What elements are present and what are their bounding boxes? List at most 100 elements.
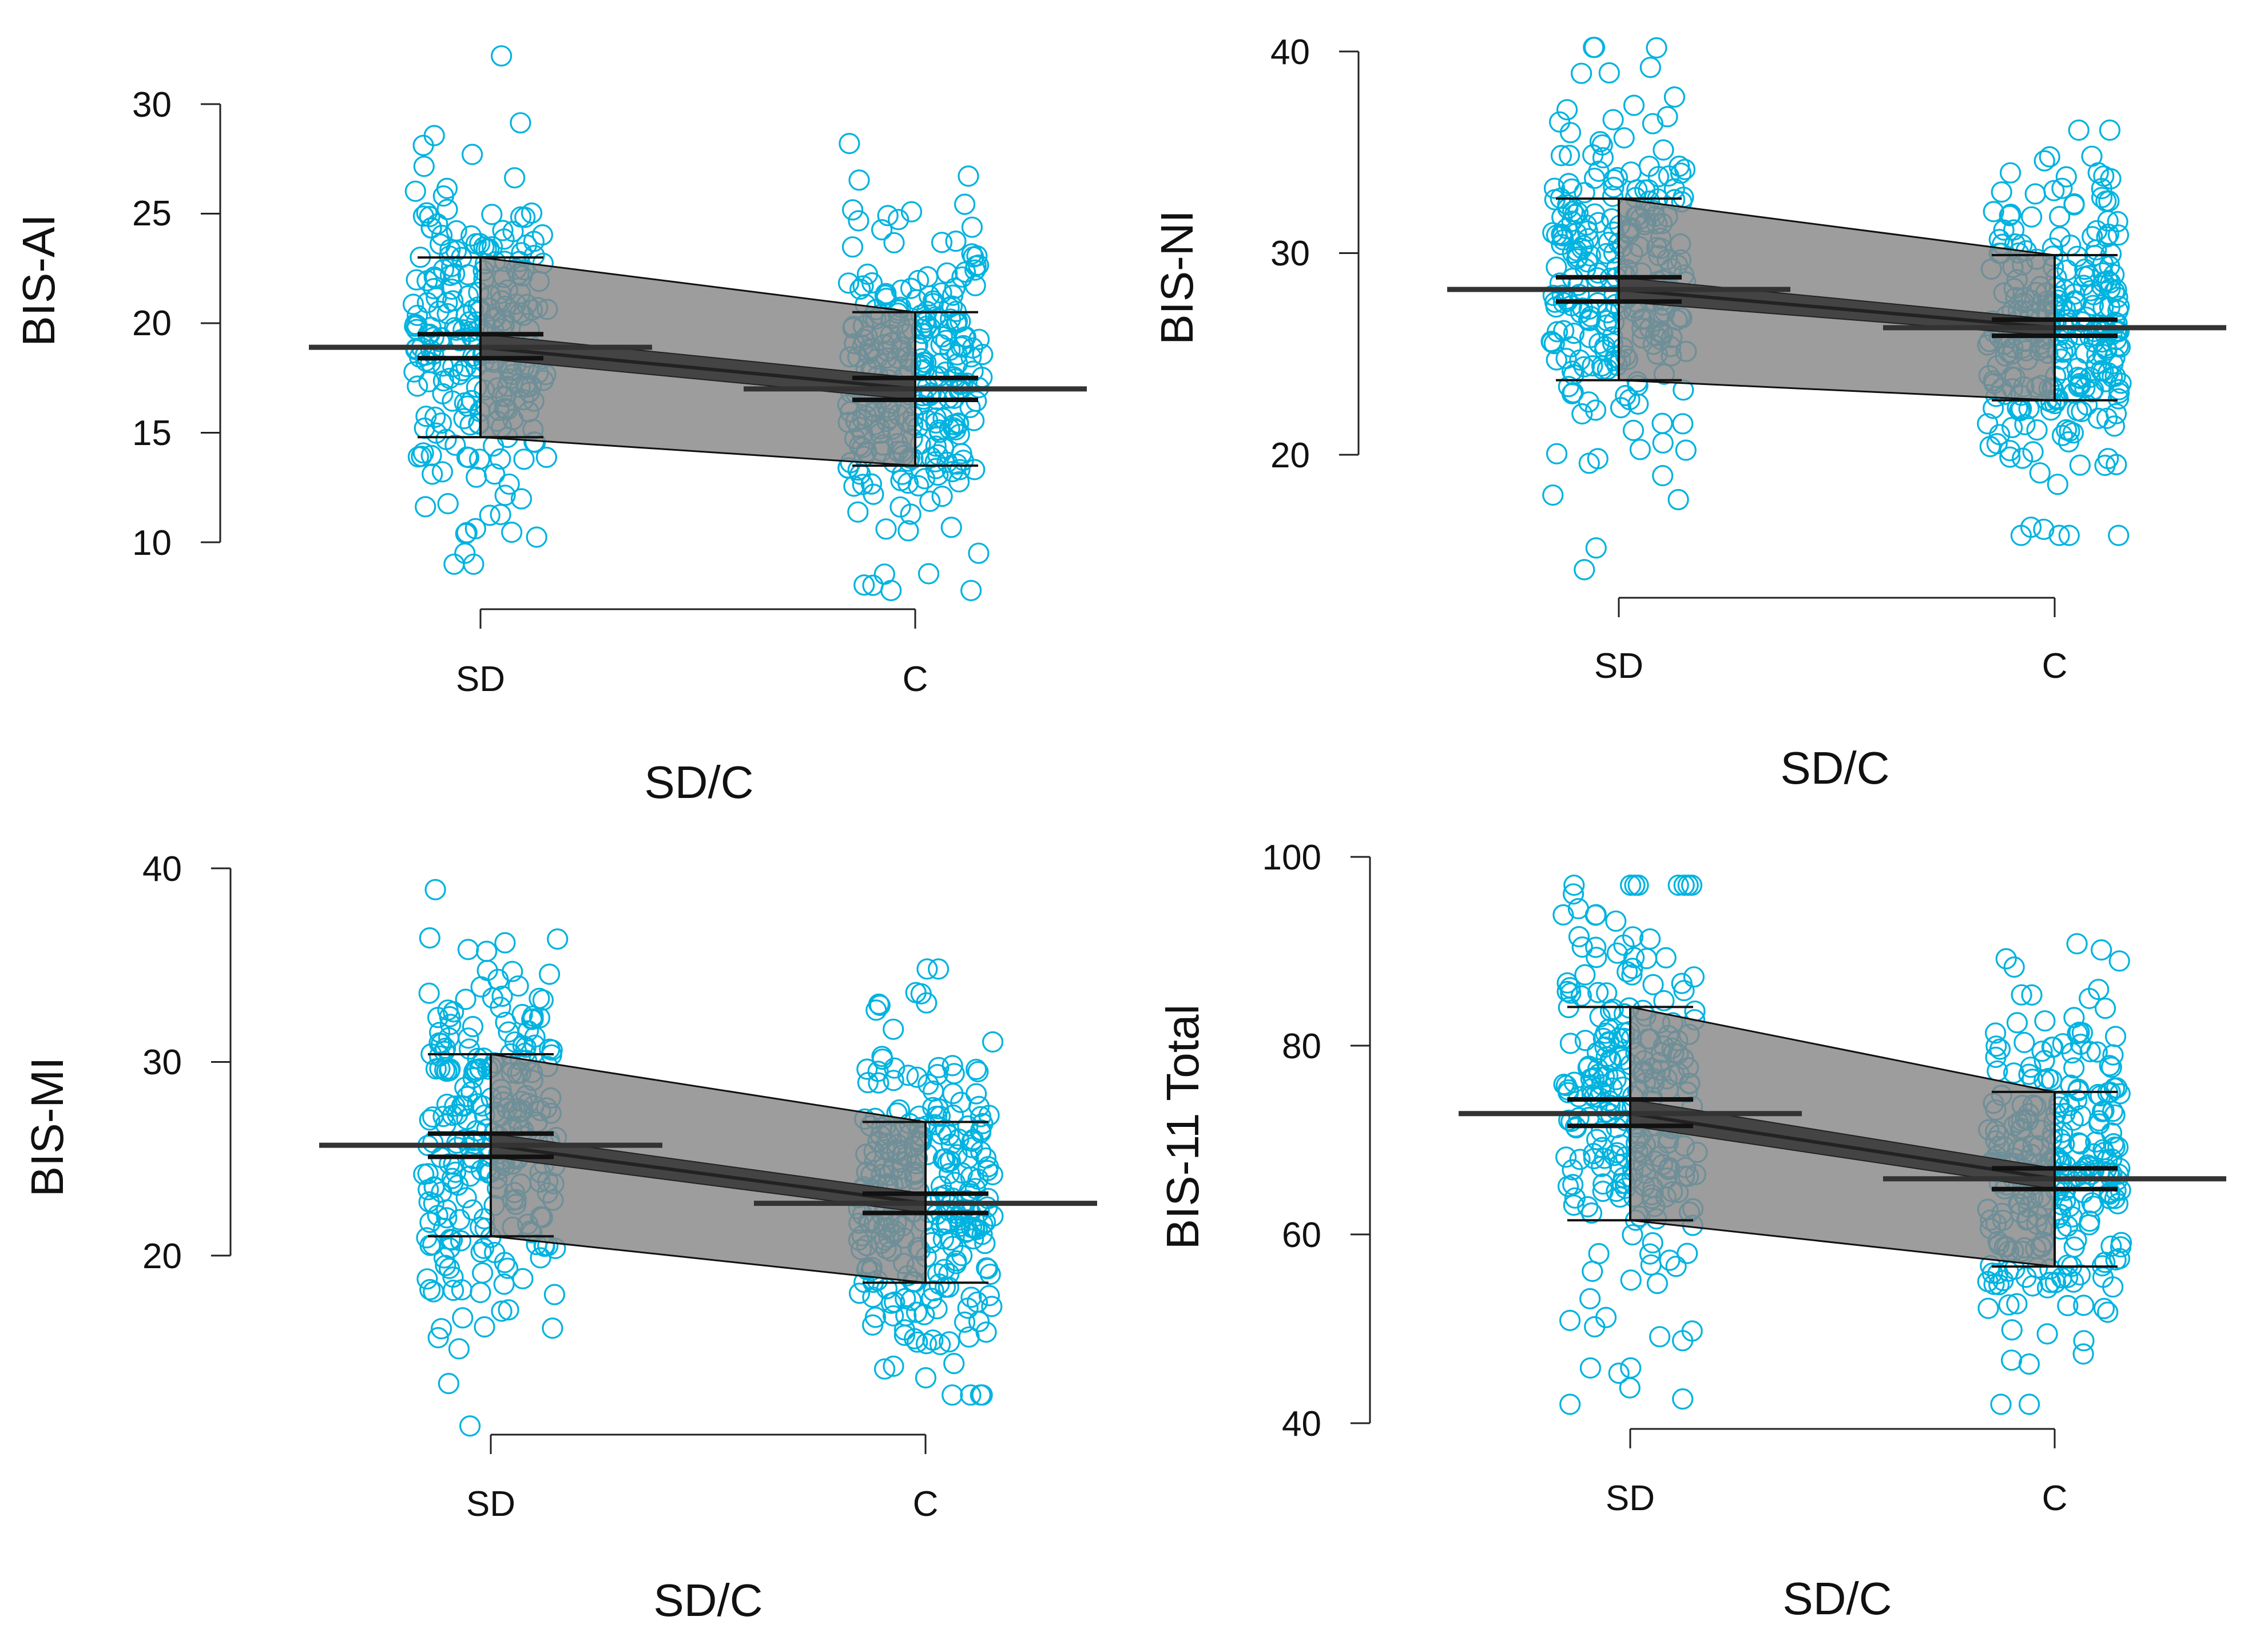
data-point [1672, 1388, 1694, 1410]
data-point [455, 988, 476, 1010]
data-point [943, 1353, 965, 1375]
data-point [1583, 1143, 1604, 1165]
data-point [2019, 1393, 2040, 1415]
data-point [1589, 131, 1611, 153]
data-point [2021, 984, 2043, 1006]
data-point [435, 1037, 456, 1059]
data-point [931, 232, 953, 253]
data-point [1602, 109, 1624, 130]
data-point [2058, 525, 2080, 546]
data-point [543, 1284, 566, 1305]
data-point [1646, 1273, 1668, 1294]
data-point [2108, 950, 2130, 972]
data-point [444, 1095, 466, 1117]
data-point [1579, 245, 1601, 267]
data-point [960, 579, 982, 601]
data-point [2104, 1104, 2126, 1126]
data-point [432, 383, 454, 405]
data-point [1572, 235, 1594, 256]
data-point [938, 297, 960, 319]
data-point [456, 522, 478, 543]
data-point [2100, 1057, 2122, 1078]
data-point [2082, 226, 2103, 248]
data-point [945, 231, 967, 252]
data-point [965, 1058, 987, 1081]
data-point [979, 1264, 1001, 1285]
data-point [452, 319, 474, 341]
data-point [1977, 1270, 1999, 1292]
data-point [2099, 278, 2121, 300]
data-point [1574, 964, 1596, 986]
data-point [2079, 987, 2100, 1010]
data-point [906, 1066, 928, 1088]
data-point [1551, 284, 1573, 306]
data-point [1595, 1306, 1617, 1328]
data-point [1622, 958, 1643, 979]
data-point [1582, 1260, 1603, 1282]
data-point [425, 422, 447, 444]
data-point [448, 1338, 470, 1360]
data-point [2108, 379, 2130, 400]
data-point [2003, 1062, 2025, 1084]
data-point [893, 1319, 916, 1341]
data-point [2103, 1077, 2126, 1099]
data-point [2092, 344, 2114, 366]
data-point [419, 1278, 441, 1301]
data-point [2063, 194, 2085, 216]
data-point [922, 1329, 944, 1351]
data-point [1677, 874, 1699, 896]
data-point [1585, 936, 1607, 958]
data-point [1558, 1109, 1580, 1131]
data-point [2067, 245, 2088, 267]
data-point [1580, 305, 1602, 327]
data-point [1591, 134, 1613, 156]
data-point [444, 317, 466, 339]
data-point [2006, 1012, 2028, 1034]
data-point [1999, 446, 2021, 468]
data-point [442, 1266, 464, 1288]
data-point [897, 1065, 919, 1086]
data-point [2074, 266, 2096, 288]
data-point [416, 1227, 438, 1249]
data-point [2069, 454, 2091, 476]
data-point [849, 278, 871, 300]
data-point [1563, 364, 1584, 386]
data-point [2057, 1294, 2079, 1316]
data-point [873, 1358, 896, 1380]
data-point [502, 960, 523, 982]
data-point [938, 1125, 960, 1146]
data-point [2066, 1089, 2088, 1111]
data-point [2022, 441, 2044, 463]
data-point [412, 134, 434, 156]
data-point [441, 1229, 463, 1251]
data-point [529, 987, 550, 1010]
data-point [949, 459, 971, 480]
data-point [1657, 106, 1678, 128]
axes-layer [1351, 856, 2056, 1448]
data-point [430, 1318, 452, 1340]
data-point [512, 1268, 534, 1289]
data-point [437, 493, 459, 515]
data-point [916, 266, 939, 288]
data-point [928, 1273, 950, 1295]
data-point [1577, 1196, 1599, 1218]
data-point [853, 574, 875, 596]
data-point [978, 1285, 1000, 1306]
data-point [1998, 1294, 2020, 1316]
data-point [841, 199, 864, 221]
data-point [1606, 942, 1628, 964]
data-point [407, 375, 428, 397]
data-point [513, 448, 535, 470]
data-point [1540, 331, 1562, 352]
data-point [1579, 1357, 1601, 1379]
data-point [1605, 1069, 1627, 1091]
data-point [1551, 206, 1573, 228]
data-point [521, 202, 543, 224]
data-point [2049, 206, 2071, 228]
data-point [848, 169, 870, 191]
data-point [436, 1207, 458, 1229]
data-point [1551, 224, 1572, 245]
data-point [900, 277, 922, 299]
x-axis-title: SD/C [653, 1575, 762, 1626]
data-point [2096, 226, 2118, 248]
